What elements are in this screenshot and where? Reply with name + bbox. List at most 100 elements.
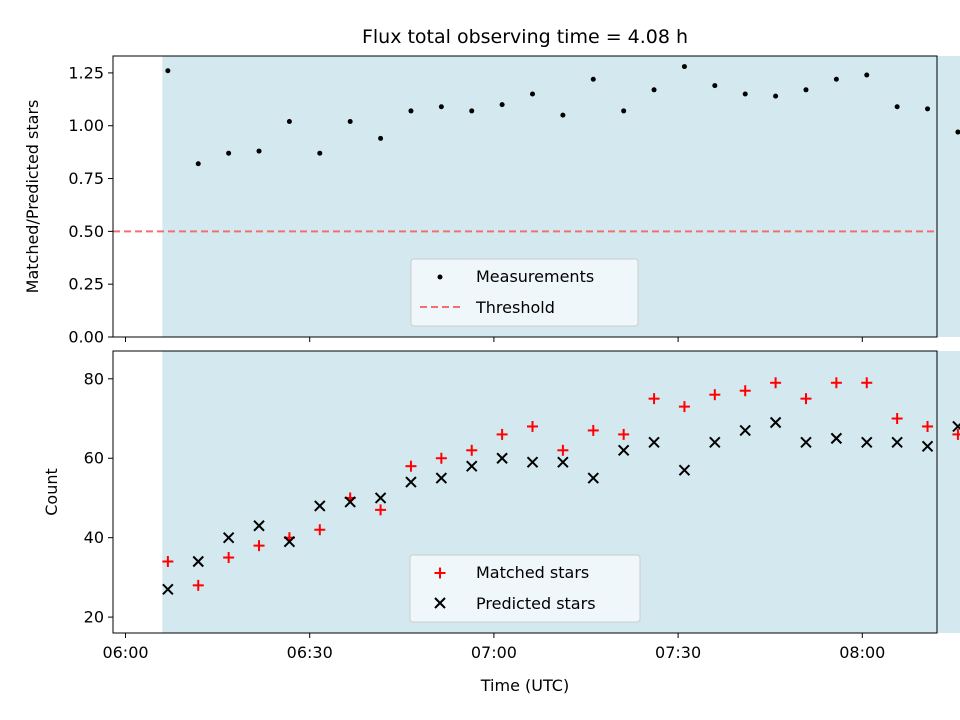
ratio-panel: 0.00 0.25 0.50 0.75 1.00 1.25 Matched/Predict… <box>23 55 960 347</box>
measurement-point <box>256 148 262 154</box>
predicted-star-point <box>769 416 782 429</box>
y-tick-label: 0.00 <box>68 328 104 347</box>
matched-star-point <box>223 552 235 564</box>
matched-star-point <box>375 504 387 516</box>
measurement-point <box>590 76 596 82</box>
ratio-y-axis-label: Matched/Predicted stars <box>23 100 42 294</box>
measurement-point <box>712 83 718 89</box>
measurement-point <box>165 68 171 74</box>
measurement-point <box>286 118 292 124</box>
matched-star-point <box>314 524 326 536</box>
matched-star-point <box>435 452 447 464</box>
chart-title: Flux total observing time = 4.08 h <box>362 26 688 48</box>
x-tick-label: 06:30 <box>287 643 333 662</box>
matched-star-point <box>800 393 812 405</box>
matched-star-point <box>466 444 478 456</box>
matched-star-point <box>952 428 960 440</box>
measurement-point <box>621 108 627 114</box>
ratio-legend-box <box>410 258 639 327</box>
predicted-star-point <box>374 492 387 504</box>
measurement-point <box>499 102 505 108</box>
legend-threshold-label: Threshold <box>475 298 555 317</box>
predicted-star-point <box>861 436 873 449</box>
matched-star-point <box>648 393 660 405</box>
count-y-axis-label: Count <box>42 468 61 516</box>
count-panel-frame <box>112 350 938 634</box>
predicted-star-point <box>678 464 691 476</box>
y-tick-label: 0.75 <box>68 169 104 188</box>
matched-star-point <box>830 377 842 389</box>
ratio-panel-frame <box>112 55 938 338</box>
measurement-point <box>864 72 870 78</box>
predicted-star-point <box>830 432 843 445</box>
x-tick-label: 07:30 <box>655 643 701 662</box>
y-tick-label: 60 <box>84 449 104 468</box>
legend-predicted-marker <box>434 597 446 609</box>
y-tick-label: 80 <box>84 369 104 388</box>
matched-star-point <box>557 444 569 456</box>
y-tick-label: 1.25 <box>68 63 104 82</box>
legend-predicted-label: Predicted stars <box>476 594 596 613</box>
measurement-point <box>195 161 201 167</box>
predicted-star-point <box>739 424 751 437</box>
measurement-point <box>773 93 779 99</box>
predicted-star-point <box>283 535 296 548</box>
predicted-star-point <box>800 436 812 449</box>
matched-star-point <box>618 428 630 440</box>
predicted-star-point <box>435 472 448 484</box>
legend-measurements-marker <box>437 274 443 280</box>
matched-star-point <box>709 389 721 401</box>
matched-star-point <box>587 424 599 436</box>
measurement-point <box>894 104 900 110</box>
predicted-star-point <box>648 436 660 449</box>
measurement-point <box>530 91 536 97</box>
predicted-star-point <box>253 520 265 532</box>
matched-star-point <box>496 428 508 440</box>
x-tick-label: 06:00 <box>102 643 148 662</box>
predicted-star-point <box>587 472 599 484</box>
legend-matched-label: Matched stars <box>476 563 589 582</box>
y-tick-label: 0.50 <box>68 222 104 241</box>
matched-star-point <box>405 460 417 472</box>
y-tick-label: 1.00 <box>68 116 104 135</box>
x-tick-label: 07:00 <box>471 643 517 662</box>
legend-matched-marker <box>434 567 446 579</box>
measurement-point <box>438 104 444 110</box>
y-tick-label: 20 <box>84 608 104 627</box>
predicted-star-point <box>526 456 539 468</box>
measurement-point <box>955 129 960 135</box>
predicted-star-point <box>496 452 508 464</box>
predicted-star-point <box>222 531 235 544</box>
matched-star-point <box>922 420 934 432</box>
count-legend-box <box>409 554 641 623</box>
predicted-star-point <box>466 460 478 472</box>
predicted-star-point <box>709 436 721 449</box>
predicted-star-point <box>891 436 903 449</box>
matched-star-point <box>192 579 204 591</box>
ratio-legend: Measurements Threshold <box>410 258 639 327</box>
measurement-point <box>378 135 384 141</box>
legend-measurements-label: Measurements <box>476 267 594 286</box>
matched-star-point <box>891 413 903 425</box>
count-legend: Matched stars Predicted stars <box>409 554 641 623</box>
predicted-star-point <box>344 496 356 508</box>
measurement-point <box>681 64 687 70</box>
measurement-point <box>742 91 748 97</box>
x-axis-label: Time (UTC) <box>480 676 569 695</box>
legend-plus-glyph <box>434 567 446 579</box>
measurement-point <box>226 150 232 156</box>
x-tick-label: 08:00 <box>839 643 885 662</box>
measurement-point <box>347 118 353 124</box>
matched-star-point <box>162 556 174 568</box>
measurement-point <box>317 150 323 156</box>
predicted-star-point <box>617 444 630 457</box>
predicted-star-point <box>314 500 326 512</box>
matched-star-point <box>861 377 873 389</box>
predicted-star-point <box>557 456 569 468</box>
predicted-star-point <box>952 420 960 433</box>
matched-star-point <box>739 385 751 397</box>
measurement-point <box>408 108 414 114</box>
measurement-point <box>560 112 566 118</box>
